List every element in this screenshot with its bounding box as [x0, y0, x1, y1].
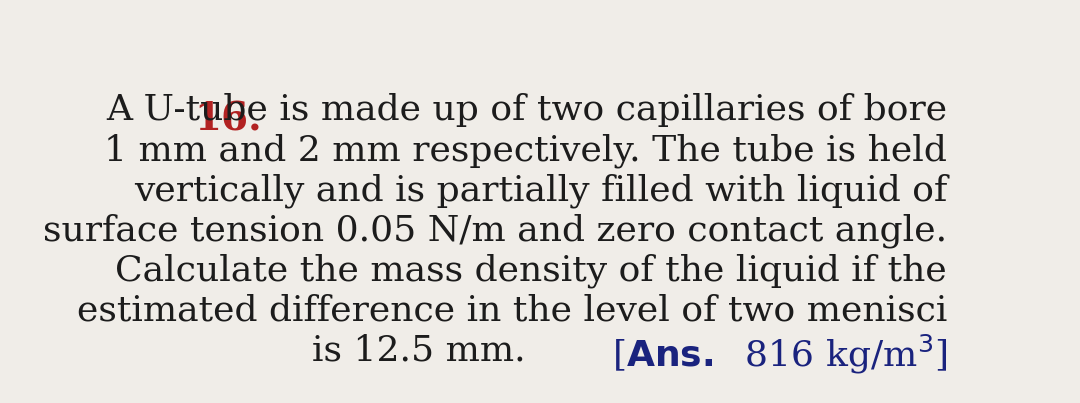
- Text: A U-tube is made up of two capillaries of bore: A U-tube is made up of two capillaries o…: [106, 93, 947, 127]
- Text: is 12.5 mm.: is 12.5 mm.: [312, 333, 525, 367]
- Text: vertically and is partially filled with liquid of: vertically and is partially filled with …: [134, 173, 947, 208]
- Text: 16.: 16.: [194, 101, 261, 139]
- Text: Calculate the mass density of the liquid if the: Calculate the mass density of the liquid…: [116, 253, 947, 288]
- Text: 1 mm and 2 mm respectively. The tube is held: 1 mm and 2 mm respectively. The tube is …: [105, 133, 947, 168]
- Text: estimated difference in the level of two menisci: estimated difference in the level of two…: [77, 293, 947, 327]
- Text: [$\mathbf{Ans.}$  816 kg/m$^3$]: [$\mathbf{Ans.}$ 816 kg/m$^3$]: [612, 333, 947, 376]
- Text: surface tension 0.05 N/m and zero contact angle.: surface tension 0.05 N/m and zero contac…: [43, 213, 947, 247]
